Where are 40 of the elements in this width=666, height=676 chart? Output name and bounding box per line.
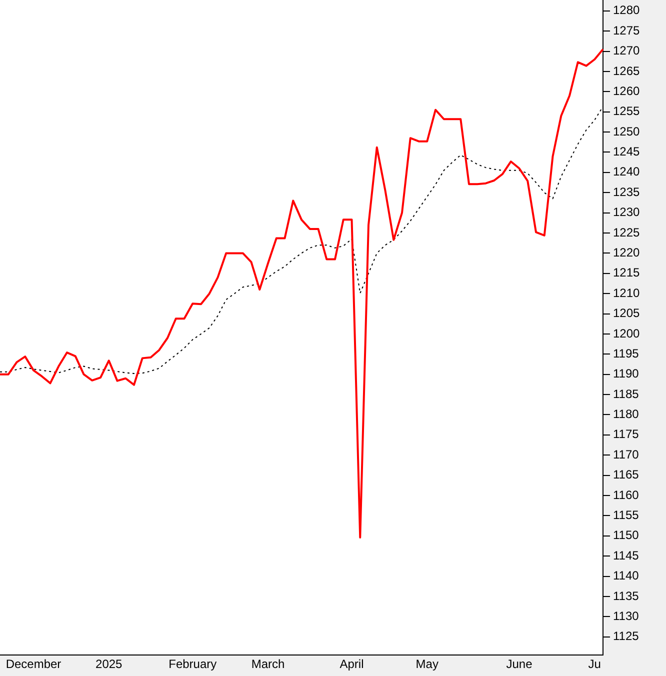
y-tick-label: 1175	[613, 427, 640, 442]
x-tick-label: 2025	[96, 656, 123, 671]
y-tick-label: 1150	[613, 528, 640, 542]
x-tick-label: December	[6, 656, 62, 671]
y-tick-label: 1225	[613, 225, 640, 240]
x-tick-label: April	[340, 656, 364, 671]
y-tick-label: 1195	[613, 346, 640, 360]
y-tick-label: 1270	[613, 44, 640, 58]
y-tick-label: 1240	[613, 164, 640, 179]
y-tick-label: 1185	[613, 386, 640, 401]
y-tick-label: 1145	[613, 548, 640, 562]
y-tick-label: 1140	[613, 568, 640, 583]
y-tick-label: 1275	[613, 23, 640, 38]
y-tick-label: 1155	[613, 508, 640, 522]
y-tick-label: 1250	[613, 124, 640, 138]
x-tick-label: June	[506, 656, 533, 671]
y-tick-label: 1255	[613, 104, 640, 118]
y-tick-label: 1200	[613, 326, 640, 340]
y-tick-label: 1280	[613, 3, 640, 18]
y-tick-label: 1130	[613, 608, 640, 623]
y-tick-label: 1235	[613, 184, 640, 199]
y-tick-label: 1260	[613, 84, 640, 98]
y-tick-label: 1265	[613, 64, 640, 78]
y-tick-label: 1215	[613, 266, 640, 280]
y-tick-label: 1170	[613, 447, 640, 462]
x-tick-label: February	[168, 656, 217, 671]
y-tick-label: 1205	[613, 306, 640, 320]
x-tick-label: March	[251, 656, 285, 671]
y-tick-label: 1230	[613, 205, 640, 220]
y-tick-label: 1160	[613, 488, 640, 502]
x-tick-label: Ju	[588, 656, 601, 671]
y-tick-label: 1135	[613, 588, 640, 603]
y-tick-label: 1245	[613, 144, 640, 159]
y-tick-label: 1125	[613, 629, 640, 644]
y-tick-label: 1165	[613, 468, 640, 482]
x-tick-label: May	[416, 656, 438, 671]
y-tick-label: 1220	[613, 246, 640, 260]
y-tick-label: 1180	[613, 407, 640, 422]
y-tick-label: 1210	[613, 286, 640, 300]
y-tick-label: 1190	[613, 366, 640, 381]
